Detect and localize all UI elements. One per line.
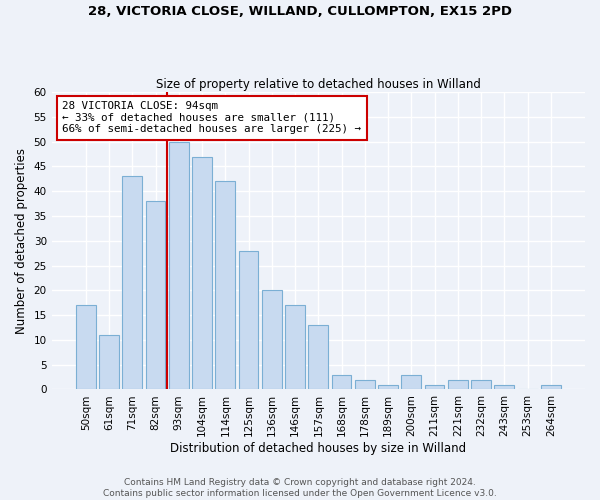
Bar <box>332 374 352 390</box>
Bar <box>471 380 491 390</box>
Y-axis label: Number of detached properties: Number of detached properties <box>15 148 28 334</box>
Bar <box>192 156 212 390</box>
Bar <box>122 176 142 390</box>
Bar <box>169 142 188 390</box>
Bar <box>425 384 445 390</box>
Bar <box>494 384 514 390</box>
Bar <box>541 384 561 390</box>
Bar <box>401 374 421 390</box>
Title: Size of property relative to detached houses in Willand: Size of property relative to detached ho… <box>156 78 481 91</box>
Bar <box>99 335 119 390</box>
Text: 28 VICTORIA CLOSE: 94sqm
← 33% of detached houses are smaller (111)
66% of semi-: 28 VICTORIA CLOSE: 94sqm ← 33% of detach… <box>62 101 361 134</box>
Bar <box>76 305 95 390</box>
Text: Contains HM Land Registry data © Crown copyright and database right 2024.
Contai: Contains HM Land Registry data © Crown c… <box>103 478 497 498</box>
Bar <box>355 380 375 390</box>
Bar <box>308 325 328 390</box>
Bar <box>215 182 235 390</box>
Text: 28, VICTORIA CLOSE, WILLAND, CULLOMPTON, EX15 2PD: 28, VICTORIA CLOSE, WILLAND, CULLOMPTON,… <box>88 5 512 18</box>
Bar <box>262 290 282 390</box>
Bar <box>285 305 305 390</box>
Bar <box>239 250 259 390</box>
Bar <box>378 384 398 390</box>
X-axis label: Distribution of detached houses by size in Willand: Distribution of detached houses by size … <box>170 442 466 455</box>
Bar <box>448 380 468 390</box>
Bar <box>146 201 166 390</box>
